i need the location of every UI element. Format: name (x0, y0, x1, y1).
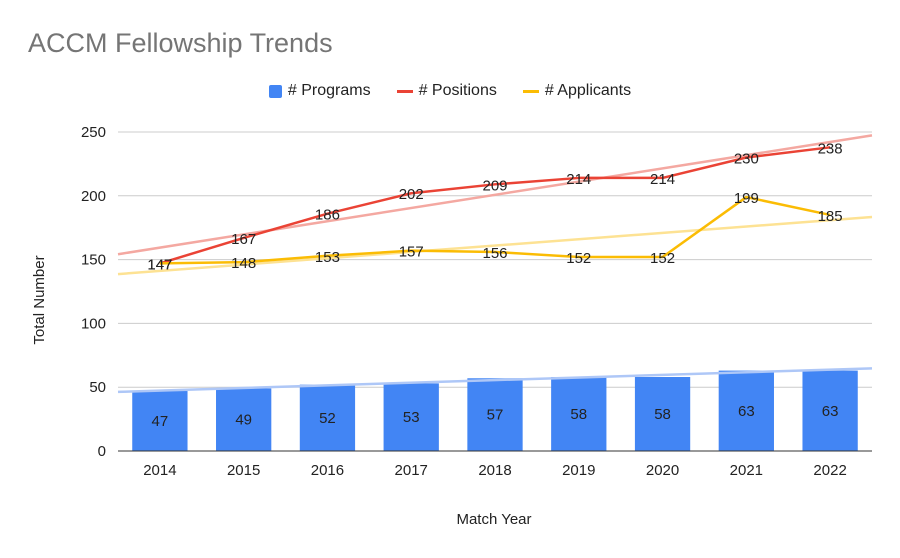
data-label-applicants-2018: 156 (482, 245, 507, 262)
data-label-positions-2020: 214 (650, 171, 675, 188)
data-label-applicants-2017: 157 (399, 244, 424, 261)
trendline-positions (117, 134, 873, 256)
bar-programs-2018 (467, 378, 523, 451)
x-tick-label-2022: 2022 (813, 462, 846, 479)
chart-title: ACCM Fellowship Trends (28, 28, 333, 58)
bar-programs-2014 (132, 391, 188, 451)
data-label-positions-2016: 186 (315, 207, 340, 224)
legend: # Programs # Positions # Applicants (0, 82, 900, 100)
x-tick-label-2017: 2017 (395, 462, 428, 479)
data-label-programs-2022: 63 (822, 403, 839, 420)
data-label-positions-2021: 230 (734, 151, 759, 168)
bar-programs-2020 (634, 376, 691, 451)
data-label-applicants-2015: 148 (231, 255, 256, 272)
data-label-applicants-2019: 152 (566, 250, 591, 267)
data-label-positions-2022: 238 (818, 140, 843, 157)
data-label-applicants-2014: 147 (147, 256, 172, 273)
y-tick-label-50: 50 (89, 379, 106, 396)
axes: 0 50 100 150 200 250 2014 2015 2016 2017 2018 2019 2… (81, 124, 872, 479)
x-tick-label-2018: 2018 (478, 462, 511, 479)
data-label-applicants-2022: 185 (818, 208, 843, 225)
line-applicants (159, 195, 831, 265)
line-positions (159, 146, 831, 265)
bar-programs-2019 (551, 376, 607, 451)
bar-programs-2015 (216, 388, 272, 451)
y-tick-label-150: 150 (81, 252, 106, 269)
trendline-programs (117, 367, 873, 394)
x-tick-label-2021: 2021 (730, 462, 763, 479)
data-label-programs-2020: 58 (654, 406, 671, 423)
y-tick-label-200: 200 (81, 188, 106, 205)
x-tick-label-2016: 2016 (311, 462, 344, 479)
y-tick-label-0: 0 (98, 443, 106, 460)
legend-swatch-applicants (522, 89, 539, 93)
legend-swatch-programs (268, 84, 282, 98)
data-label-positions-2014: 147 (147, 256, 172, 273)
x-axis-title: Match Year (456, 511, 531, 528)
trendline-applicants (117, 215, 873, 276)
x-tick-label-2014: 2014 (143, 462, 176, 479)
data-label-programs-2015: 49 (235, 412, 252, 429)
y-tick-label-100: 100 (81, 315, 106, 332)
legend-label-programs: # Programs (287, 82, 371, 99)
y-tick-label-250: 250 (81, 124, 106, 141)
bar-programs-2016 (299, 384, 356, 451)
data-label-programs-2016: 52 (319, 410, 336, 427)
legend-label-positions: # Positions (418, 82, 497, 99)
data-label-applicants-2016: 153 (315, 249, 340, 266)
x-tick-label-2015: 2015 (227, 462, 260, 479)
data-label-applicants-2021: 199 (734, 190, 759, 207)
series-lines (159, 146, 831, 265)
data-label-positions-2015: 167 (231, 231, 256, 248)
data-label-programs-2019: 58 (570, 406, 587, 423)
bar-programs-2017 (383, 383, 439, 451)
bar-programs-2021 (718, 370, 774, 451)
x-tick-label-2020: 2020 (646, 462, 679, 479)
data-label-positions-2018: 209 (482, 177, 507, 194)
data-label-applicants-2020: 152 (650, 250, 675, 267)
legend-label-applicants: # Applicants (544, 82, 632, 99)
bar-programs-2022 (802, 370, 858, 451)
data-label-programs-2018: 57 (487, 407, 504, 424)
bars-programs (132, 370, 858, 451)
trendlines (117, 134, 873, 394)
data-label-positions-2019: 214 (566, 171, 591, 188)
y-axis-title: Total Number (31, 255, 48, 344)
data-label-programs-2014: 47 (152, 413, 169, 430)
legend-item-positions[interactable]: # Positions (396, 82, 497, 100)
legend-item-applicants[interactable]: # Applicants (522, 82, 632, 100)
x-tick-label-2019: 2019 (562, 462, 595, 479)
data-label-positions-2017: 202 (399, 186, 424, 203)
data-labels: 47 49 52 53 57 58 58 63 63 147 167 186 202 209 214 214 2… (147, 140, 842, 430)
legend-item-programs[interactable]: # Programs (268, 82, 371, 100)
legend-swatch-positions (396, 89, 413, 93)
data-label-programs-2017: 53 (403, 409, 420, 426)
data-label-programs-2021: 63 (738, 403, 755, 420)
